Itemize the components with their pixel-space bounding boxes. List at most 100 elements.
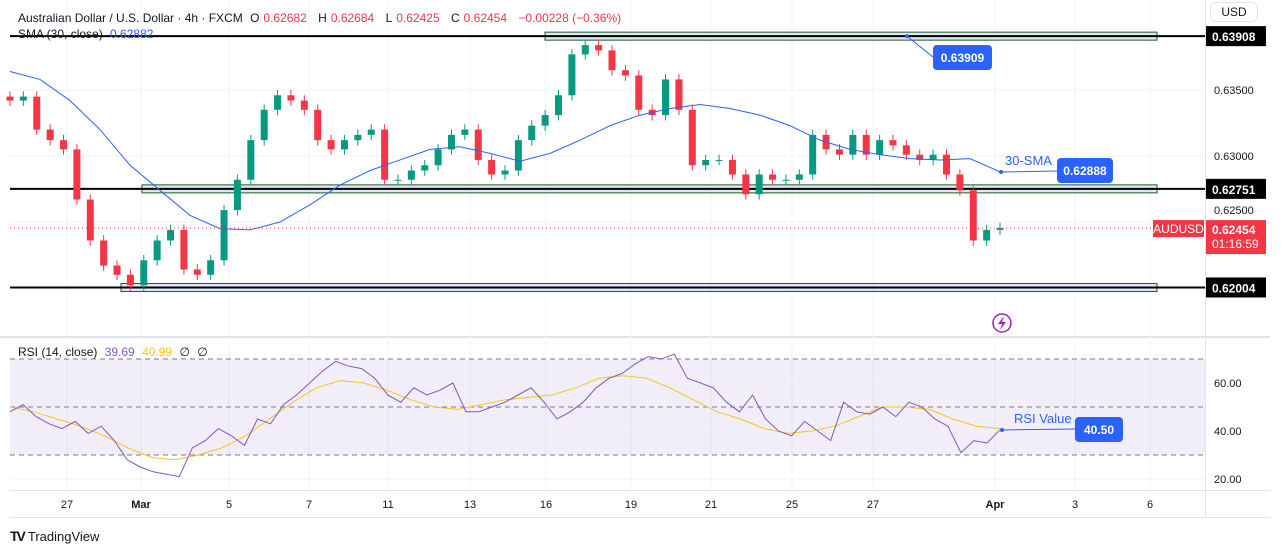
annotation-box[interactable]	[1075, 417, 1123, 442]
sma-legend[interactable]: SMA (30, close) 0.62882	[18, 27, 157, 41]
symbol-tag-label: AUDUSD	[1153, 222, 1204, 236]
rsi-tick: 40.00	[1214, 426, 1242, 438]
pane-separator[interactable]	[0, 336, 1270, 338]
candle-body	[434, 149, 442, 166]
close-label: C	[450, 11, 460, 25]
rsi-ma-line	[9, 375, 1001, 461]
annotation-connector	[1001, 428, 1076, 431]
rsi-legend[interactable]: RSI (14, close) 39.69 40.99 ∅ ∅	[18, 345, 212, 359]
open-label: O	[250, 11, 260, 25]
brand-name[interactable]: TradingView	[27, 528, 100, 544]
rsi-value: 39.69	[104, 345, 135, 359]
time-label: 6	[1147, 499, 1153, 511]
candle-body	[167, 229, 175, 241]
candle-body	[86, 199, 94, 241]
candle-body	[929, 154, 937, 160]
candle-body	[996, 228, 1004, 230]
candle-body	[19, 96, 27, 101]
rsi-extra-1: ∅	[179, 345, 190, 359]
candle-body	[327, 140, 335, 150]
level-price-tag	[1206, 277, 1266, 298]
time-label: 7	[306, 499, 312, 511]
candle-body	[862, 134, 870, 155]
tradingview-logo-icon[interactable]: TV	[10, 528, 26, 544]
currency-button[interactable]: USD	[1210, 2, 1258, 22]
annotation-rsi-text: RSI Value	[1014, 411, 1072, 426]
candle-body	[247, 140, 255, 180]
candle-body	[902, 145, 910, 155]
candle-body	[555, 95, 563, 116]
low-value: 0.62425	[396, 11, 440, 25]
time-label: 21	[705, 499, 717, 511]
high-value: 0.62684	[330, 11, 375, 25]
candle-body	[956, 174, 964, 191]
annotation-top-level: 0.63909	[941, 51, 985, 65]
annotation-dot	[1000, 428, 1004, 432]
candle-body	[474, 129, 482, 160]
candle-body	[942, 154, 950, 175]
time-label: 16	[540, 499, 552, 511]
chart-bottom-border	[10, 517, 1270, 518]
candle-body	[876, 140, 884, 155]
candle-body	[608, 50, 616, 71]
candle-body	[260, 109, 268, 141]
candle-body	[889, 140, 897, 146]
time-label: 11	[382, 499, 393, 511]
candle-body	[367, 129, 375, 135]
annotation-dot	[905, 34, 909, 39]
candle-body	[274, 95, 282, 110]
time-label: Mar	[131, 499, 151, 511]
sma-label: SMA (30, close)	[18, 27, 103, 41]
candle-body	[73, 149, 81, 200]
sma-line	[9, 71, 1001, 231]
candle-body	[6, 96, 14, 101]
countdown-label: 01:16:59	[1212, 237, 1259, 251]
candle-body	[983, 229, 991, 241]
time-label: 19	[625, 499, 637, 511]
candle-body	[381, 129, 389, 180]
annotation-sma-value: 0.62888	[1063, 164, 1107, 178]
annotation-connector	[906, 35, 934, 58]
symbol-legend: Australian Dollar / U.S. Dollar · 4h · F…	[18, 11, 625, 25]
lightning-icon-glyph	[998, 316, 1006, 330]
candle-body	[795, 174, 803, 180]
last-price-tag	[1206, 220, 1266, 255]
candle-body	[447, 134, 455, 150]
rsi-line	[9, 353, 1001, 478]
time-label: 13	[464, 499, 476, 511]
annotation-box[interactable]	[933, 45, 992, 70]
candle-body	[715, 159, 723, 161]
candle-body	[568, 54, 576, 96]
candle-body	[100, 240, 108, 266]
price-tick: 0.63500	[1214, 85, 1254, 97]
candle-body	[180, 229, 188, 270]
change-value: −0.00228 (−0.36%)	[518, 11, 622, 25]
candle-body	[113, 265, 121, 275]
time-label: 25	[786, 499, 798, 511]
rsi-ma-value: 40.99	[142, 345, 173, 359]
candle-body	[421, 165, 429, 171]
candle-body	[220, 210, 228, 261]
annotation-connector	[1000, 170, 1058, 173]
candle-body	[46, 129, 54, 141]
annotation-box[interactable]	[1057, 158, 1113, 183]
annotation-rsi-value: 40.50	[1084, 423, 1114, 437]
close-value: 0.62454	[463, 11, 508, 25]
candle-body	[688, 109, 696, 166]
candle-body	[314, 109, 322, 141]
candle-body	[728, 159, 736, 175]
candle-body	[140, 260, 148, 286]
open-value: 0.62682	[263, 11, 307, 25]
candle-body	[33, 96, 41, 130]
candle-body	[340, 140, 348, 150]
sma-value: 0.62882	[110, 27, 154, 41]
candle-body	[782, 179, 790, 181]
last-price-label: 0.62454	[1212, 223, 1256, 237]
rsi-extra-2: ∅	[197, 345, 208, 359]
time-label: 3	[1072, 499, 1078, 511]
candle-body	[541, 115, 549, 126]
rsi-tick: 20.00	[1214, 474, 1242, 486]
low-label: L	[385, 11, 393, 25]
candle-body	[287, 95, 295, 101]
